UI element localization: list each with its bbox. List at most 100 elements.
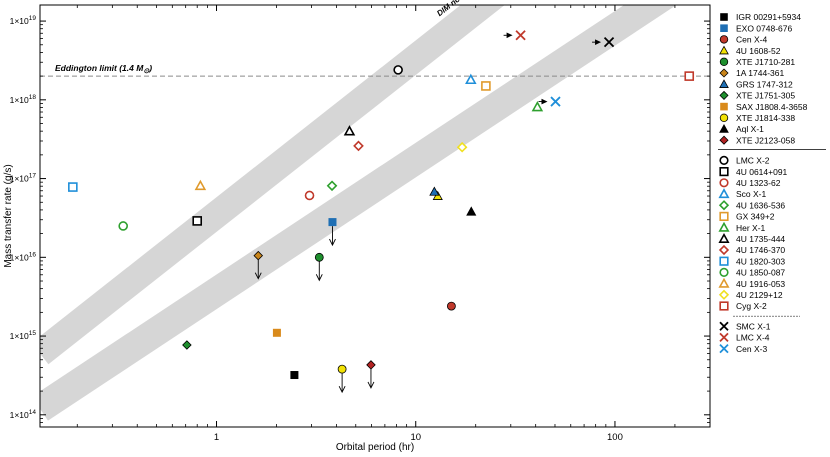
data-point — [456, 141, 468, 153]
y-tick-label: 1×1017 — [10, 173, 37, 184]
legend-label: 4U 1850-087 — [736, 268, 785, 278]
legend-marker-4u-1636-536 — [718, 200, 730, 211]
legend-marker-4u-1916-053 — [718, 277, 730, 288]
plot-frame — [39, 4, 711, 428]
data-point — [118, 221, 128, 231]
marker-1a-1744-361 — [253, 250, 264, 261]
legend-marker-xte-j1710-281 — [719, 57, 729, 66]
legend-label: Her X-1 — [736, 223, 766, 233]
data-point — [304, 190, 315, 201]
legend-label: 1A 1744-361 — [736, 68, 784, 78]
marker-4u-1323-62 — [304, 190, 315, 201]
legend-entry: 1A 1744-361 — [719, 68, 784, 78]
legend-label: 4U 1820-303 — [736, 256, 785, 266]
legend-marker-4u-1746-370 — [718, 244, 730, 256]
marker-lmc-x-2 — [393, 65, 403, 75]
legend-label: SMC X-1 — [736, 321, 771, 331]
legend-marker-4u-1735-444 — [718, 232, 730, 243]
x-tick-label: 100 — [607, 432, 623, 443]
x-tick-label: 1 — [214, 432, 219, 443]
data-point — [68, 182, 78, 192]
marker-cyg-x-2 — [684, 71, 695, 81]
marker-4u-1746-370 — [353, 140, 364, 152]
marker-4u-1636-536 — [326, 180, 338, 192]
marker-xte-j1751-305 — [182, 340, 192, 350]
legend-label: Aql X-1 — [736, 124, 764, 134]
y-tick-label: 1×1016 — [10, 251, 37, 262]
legend-marker-lmc-x-4 — [719, 332, 729, 343]
legend-entry: 4U 0614+091 — [719, 167, 788, 177]
legend-label: EXO 0748-676 — [736, 23, 793, 33]
legend-entry: XTE J1710-281 — [719, 57, 795, 67]
legend-entry: Her X-1 — [718, 221, 766, 233]
legend-marker-smc-x-1 — [719, 321, 729, 331]
data-point — [337, 364, 347, 394]
legend-entry: Cen X-4 — [719, 35, 767, 45]
y-axis-label: Mass transfer rate (g/s) — [3, 164, 14, 267]
dim-band-irr — [40, 5, 677, 421]
data-point — [446, 301, 456, 311]
legend-entry: GX 349+2 — [719, 212, 775, 222]
marker-xte-j2123-058 — [366, 360, 376, 370]
data-point — [290, 371, 299, 380]
legend-label: SAX J1808.4-3658 — [736, 102, 808, 112]
legend-entry: Sco X-1 — [718, 188, 767, 199]
legend-marker-cyg-x-2 — [719, 301, 729, 311]
legend-entry: IGR 00291+5934 — [720, 12, 801, 22]
legend-label: Sco X-1 — [736, 189, 767, 199]
marker-4u-1820-303 — [68, 182, 78, 192]
legend-marker-xte-j2123-058 — [719, 135, 729, 145]
legend-marker-grs-1747-312 — [719, 79, 729, 88]
legend-label: LMC X-4 — [736, 333, 770, 343]
marker-grs-1747-312 — [429, 186, 440, 196]
marker-lmc-x-4 — [515, 30, 526, 41]
legend-label: 4U 1608-52 — [736, 46, 781, 56]
data-point — [531, 100, 544, 112]
legend-marker-xte-j1751-305 — [719, 90, 729, 100]
upper-limit-arrow-head — [254, 272, 262, 280]
marker-smc-x-1 — [603, 37, 615, 48]
legend-label: IGR 00291+5934 — [736, 12, 801, 22]
legend-label: Cen X-3 — [736, 344, 767, 354]
legend-marker-aql-x-1 — [719, 123, 729, 133]
data-point — [343, 125, 356, 136]
legend-entry: GRS 1747-312 — [719, 79, 793, 89]
legend-label: LMC X-2 — [736, 156, 770, 166]
legend-label: Cyg X-2 — [736, 301, 767, 311]
dim-bands — [40, 5, 677, 421]
legend-entry: LMC X-4 — [719, 332, 770, 343]
data-point — [192, 216, 203, 226]
legend-marker-4u-1608-52 — [719, 45, 729, 55]
data-point — [592, 37, 615, 48]
marker-cen-x-4 — [446, 301, 456, 311]
legend-marker-sco-x-1 — [718, 188, 730, 199]
data-point — [182, 340, 192, 350]
legend-marker-4u-1323-62 — [719, 178, 729, 188]
data-point — [366, 360, 376, 389]
legend-marker-4u-0614-091 — [719, 167, 729, 177]
data-point — [503, 30, 526, 41]
data-point — [393, 65, 403, 75]
marker-her-x-1 — [531, 100, 544, 112]
legend-entry: 4U 1850-087 — [719, 268, 785, 278]
y-tick-label: 1×1019 — [10, 15, 37, 26]
legend-label: Cen X-4 — [736, 35, 767, 45]
upper-limit-arrow-head — [338, 385, 346, 394]
marker-sax-j1808-4-3658 — [272, 328, 281, 337]
legend-label: 4U 1735-444 — [736, 234, 785, 244]
legend-entry: XTE J1814-338 — [719, 113, 795, 123]
marker-exo-0748-676 — [328, 218, 337, 227]
x-axis-label: Orbital period (hr) — [336, 442, 414, 453]
data-point — [465, 73, 477, 85]
legend-label: 4U 1636-536 — [736, 200, 785, 210]
x-tick-label: 10 — [410, 432, 421, 443]
marker-4u-1916-053 — [194, 179, 207, 191]
marker-cen-x-3 — [550, 96, 561, 107]
legend-entry: 4U 2129+12 — [718, 289, 783, 300]
legend-marker-cen-x-4 — [719, 35, 729, 44]
legend-entry: Cen X-3 — [719, 344, 767, 354]
data-point — [326, 180, 338, 192]
data-point — [684, 71, 695, 81]
y-tick-label: 1×1015 — [10, 330, 37, 341]
legend-entry: 4U 1746-370 — [718, 244, 785, 256]
